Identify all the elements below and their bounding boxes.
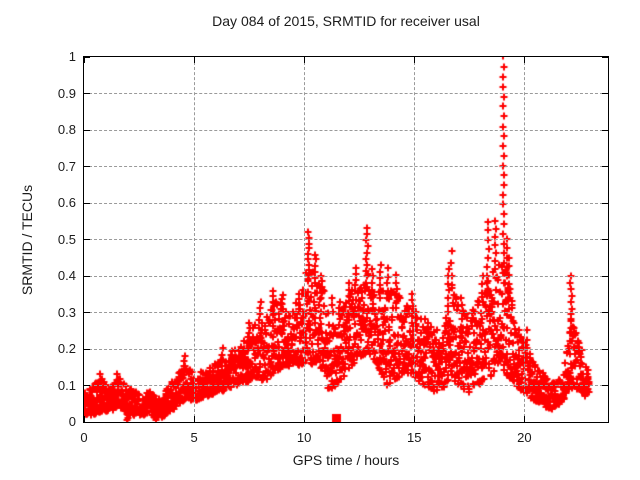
y-tick-left [84, 166, 90, 167]
x-axis-label: GPS time / hours [292, 452, 400, 468]
x-tick-bottom [303, 416, 305, 422]
y-tick-label: 0.2 [57, 341, 76, 356]
y-tick-right [602, 129, 608, 131]
y-gridline [84, 93, 608, 94]
y-gridline [84, 275, 608, 277]
y-tick-left [84, 93, 90, 94]
y-tick-right [602, 275, 608, 277]
y-gridline [84, 166, 608, 167]
x-tick-label: 20 [517, 430, 532, 445]
x-tick-top [523, 57, 525, 63]
x-gridline [303, 57, 305, 422]
y-tick-label: 0.6 [57, 195, 76, 210]
y-tick-left [84, 56, 90, 58]
y-gridline [84, 385, 608, 386]
y-tick-label: 0.1 [57, 377, 76, 393]
y-tick-left [84, 275, 90, 277]
x-gridline [413, 57, 415, 422]
y-tick-label: 0.4 [57, 268, 76, 283]
x-tick-label: 5 [190, 430, 198, 445]
x-gridline [193, 57, 195, 422]
y-tick-label: 0.9 [57, 85, 76, 101]
x-tick-bottom [523, 416, 525, 422]
plot-area [83, 56, 609, 423]
x-gridline [523, 57, 525, 422]
y-gridline [84, 202, 608, 204]
y-tick-right [602, 312, 608, 313]
y-tick-left [84, 421, 90, 423]
y-tick-label: 0 [68, 414, 76, 429]
y-gridline [84, 312, 608, 313]
x-tick-top [193, 57, 195, 63]
x-tick-bottom [83, 416, 85, 422]
y-tick-label: 0.8 [57, 122, 76, 137]
x-tick-label: 15 [407, 430, 422, 445]
y-tick-left [84, 239, 90, 240]
x-tick-top [303, 57, 305, 63]
y-tick-right [602, 93, 608, 94]
x-tick-bottom [193, 416, 195, 422]
y-tick-label: 0.3 [57, 304, 76, 320]
y-tick-label: 0.7 [57, 158, 76, 174]
y-tick-right [602, 348, 608, 350]
y-tick-right [602, 202, 608, 204]
x-tick-bottom [413, 416, 415, 422]
y-tick-right [602, 239, 608, 240]
y-tick-left [84, 348, 90, 350]
x-tick-label: 0 [80, 430, 88, 445]
y-tick-right [602, 385, 608, 386]
x-tick-top [413, 57, 415, 63]
y-tick-right [602, 421, 608, 423]
y-tick-right [602, 166, 608, 167]
y-tick-right [602, 56, 608, 58]
y-tick-left [84, 385, 90, 386]
y-gridline [84, 239, 608, 240]
x-tick-label: 10 [296, 430, 312, 445]
y-gridline [84, 348, 608, 350]
x-tick-top [83, 57, 85, 63]
y-tick-label: 1 [68, 49, 76, 64]
chart-title: Day 084 of 2015, SRMTID for receiver usa… [212, 13, 480, 29]
y-tick-label: 0.5 [57, 231, 76, 247]
y-tick-left [84, 202, 90, 204]
y-tick-left [84, 312, 90, 313]
y-tick-left [84, 129, 90, 131]
y-gridline [84, 129, 608, 131]
